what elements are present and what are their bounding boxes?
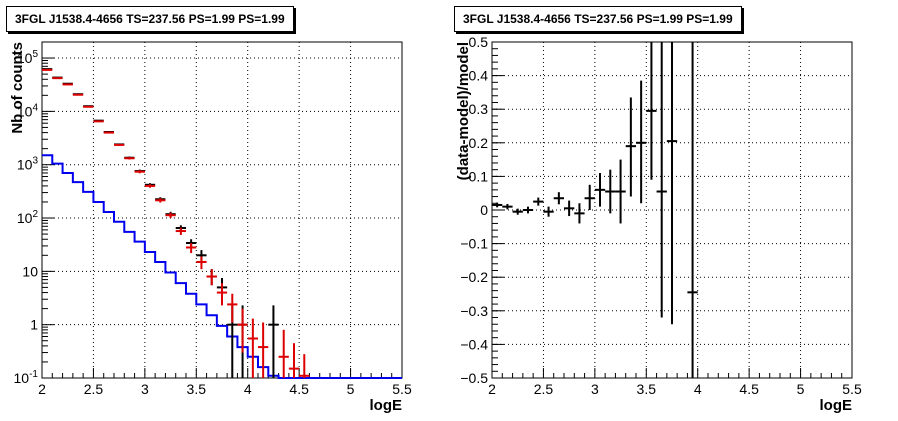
x-tick-label: 4.5 xyxy=(739,381,759,397)
y-tick-label: 0.4 xyxy=(469,68,489,84)
x-tick-label: 2.5 xyxy=(534,381,554,397)
x-tick-label: 2.5 xyxy=(84,381,104,397)
x-tick-label: 5 xyxy=(347,381,355,397)
left-plot-title: 3FGL J1538.4-4656 TS=237.56 PS=1.99 PS=1… xyxy=(6,6,294,32)
model-histogram-line xyxy=(42,154,402,379)
right-plot-title: 3FGL J1538.4-4656 TS=237.56 PS=1.99 PS=1… xyxy=(454,6,742,32)
y-axis-label: Nb of counts xyxy=(9,42,26,134)
y-tick-label: 0.1 xyxy=(469,168,489,184)
y-tick-label: −0.4 xyxy=(460,336,488,352)
x-tick-label: 3 xyxy=(141,381,149,397)
y-tick-label: −0.3 xyxy=(460,303,488,319)
x-tick-label: 3.5 xyxy=(637,381,657,397)
y-tick-label: 102 xyxy=(17,209,39,226)
x-tick-label: 4.5 xyxy=(289,381,309,397)
x-axis-label: logE xyxy=(820,397,853,414)
x-tick-label: 3.5 xyxy=(187,381,207,397)
y-tick-label: 104 xyxy=(17,102,39,119)
y-tick-label: 0.5 xyxy=(469,34,489,50)
x-tick-label: 3 xyxy=(591,381,599,397)
y-tick-label: 105 xyxy=(17,49,39,66)
y-tick-label: −0.2 xyxy=(460,269,488,285)
y-tick-label: 1 xyxy=(30,317,38,333)
x-tick-label: 4 xyxy=(244,381,252,397)
y-tick-label: −0.1 xyxy=(460,236,488,252)
residuals-panel: 2 2.5 3 3.5 4 4.5 5 5.5 −0.5 −0.4 −0.3 −0.2 −0.1 0 0.1… xyxy=(455,34,862,414)
x-tick-label: 5.5 xyxy=(392,381,412,397)
x-tick-label: 2 xyxy=(38,381,46,397)
plot-frame xyxy=(41,41,403,379)
counts-histogram-panel: 2 2.5 3 3.5 4 4.5 5 5.5 10-1 1 10 102 103 104 105 logE N… xyxy=(9,41,412,414)
y-tick-label: 0.2 xyxy=(469,135,489,151)
y-tick-label: 10-1 xyxy=(14,369,39,386)
x-tick-label: 5 xyxy=(797,381,805,397)
x-axis-label: logE xyxy=(370,397,403,414)
y-axis-label: (data-model)/model xyxy=(455,42,472,180)
y-tick-label: 0.3 xyxy=(469,101,489,117)
x-tick-label: 4 xyxy=(694,381,702,397)
y-tick-label: 10 xyxy=(22,263,38,279)
y-tick-label: 0 xyxy=(480,202,488,218)
x-tick-label: 2 xyxy=(488,381,496,397)
x-tick-label: 5.5 xyxy=(842,381,862,397)
y-tick-label: −0.5 xyxy=(460,370,488,386)
y-tick-label: 103 xyxy=(17,156,39,173)
